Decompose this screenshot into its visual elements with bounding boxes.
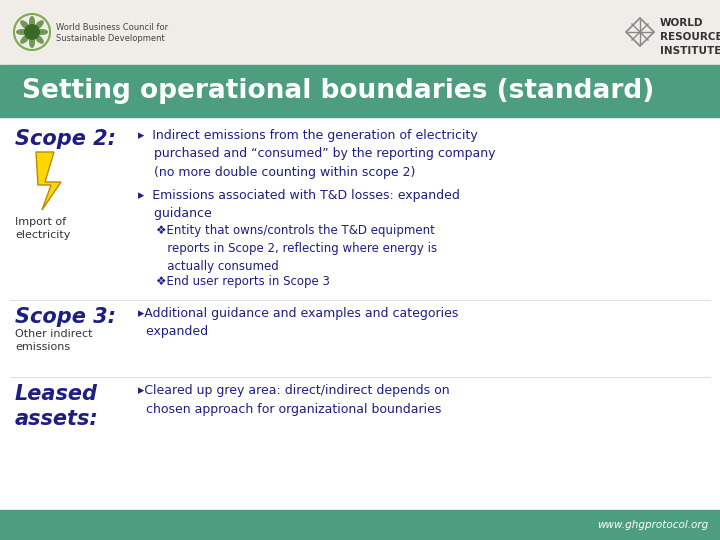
Polygon shape: [36, 152, 61, 210]
Text: Setting operational boundaries (standard): Setting operational boundaries (standard…: [22, 78, 654, 104]
Circle shape: [24, 24, 40, 40]
Ellipse shape: [36, 29, 48, 35]
Text: Leased
assets:: Leased assets:: [15, 384, 99, 429]
Text: ▸  Emissions associated with T&D losses: expanded
    guidance: ▸ Emissions associated with T&D losses: …: [138, 189, 460, 220]
Ellipse shape: [29, 16, 35, 28]
Text: Other indirect
emissions: Other indirect emissions: [15, 329, 92, 352]
Ellipse shape: [35, 35, 44, 44]
Text: ❖Entity that owns/controls the T&D equipment
   reports in Scope 2, reflecting w: ❖Entity that owns/controls the T&D equip…: [156, 224, 437, 273]
Bar: [0, 510, 720, 540]
Text: Scope 2:: Scope 2:: [15, 129, 116, 149]
Text: Import of
electricity: Import of electricity: [15, 217, 71, 240]
Ellipse shape: [35, 20, 44, 30]
Text: ▸Cleared up grey area: direct/indirect depends on
  chosen approach for organiza: ▸Cleared up grey area: direct/indirect d…: [138, 384, 449, 415]
Text: www.ghgprotocol.org: www.ghgprotocol.org: [597, 520, 708, 530]
Ellipse shape: [20, 35, 30, 44]
Ellipse shape: [20, 20, 30, 30]
Text: WORLD
RESOURCES
INSTITUTE: WORLD RESOURCES INSTITUTE: [660, 18, 720, 56]
Ellipse shape: [16, 29, 28, 35]
Ellipse shape: [29, 36, 35, 48]
Bar: [0, 0, 720, 65]
Text: World Business Council for: World Business Council for: [56, 23, 168, 32]
Text: Sustainable Development: Sustainable Development: [56, 34, 165, 43]
Bar: [0, 65, 720, 117]
Text: ▸Additional guidance and examples and categories
  expanded: ▸Additional guidance and examples and ca…: [138, 307, 459, 339]
Text: Scope 3:: Scope 3:: [15, 307, 116, 327]
Text: ▸  Indirect emissions from the generation of electricity
    purchased and “cons: ▸ Indirect emissions from the generation…: [138, 129, 495, 179]
Text: ❖End user reports in Scope 3: ❖End user reports in Scope 3: [156, 275, 330, 288]
